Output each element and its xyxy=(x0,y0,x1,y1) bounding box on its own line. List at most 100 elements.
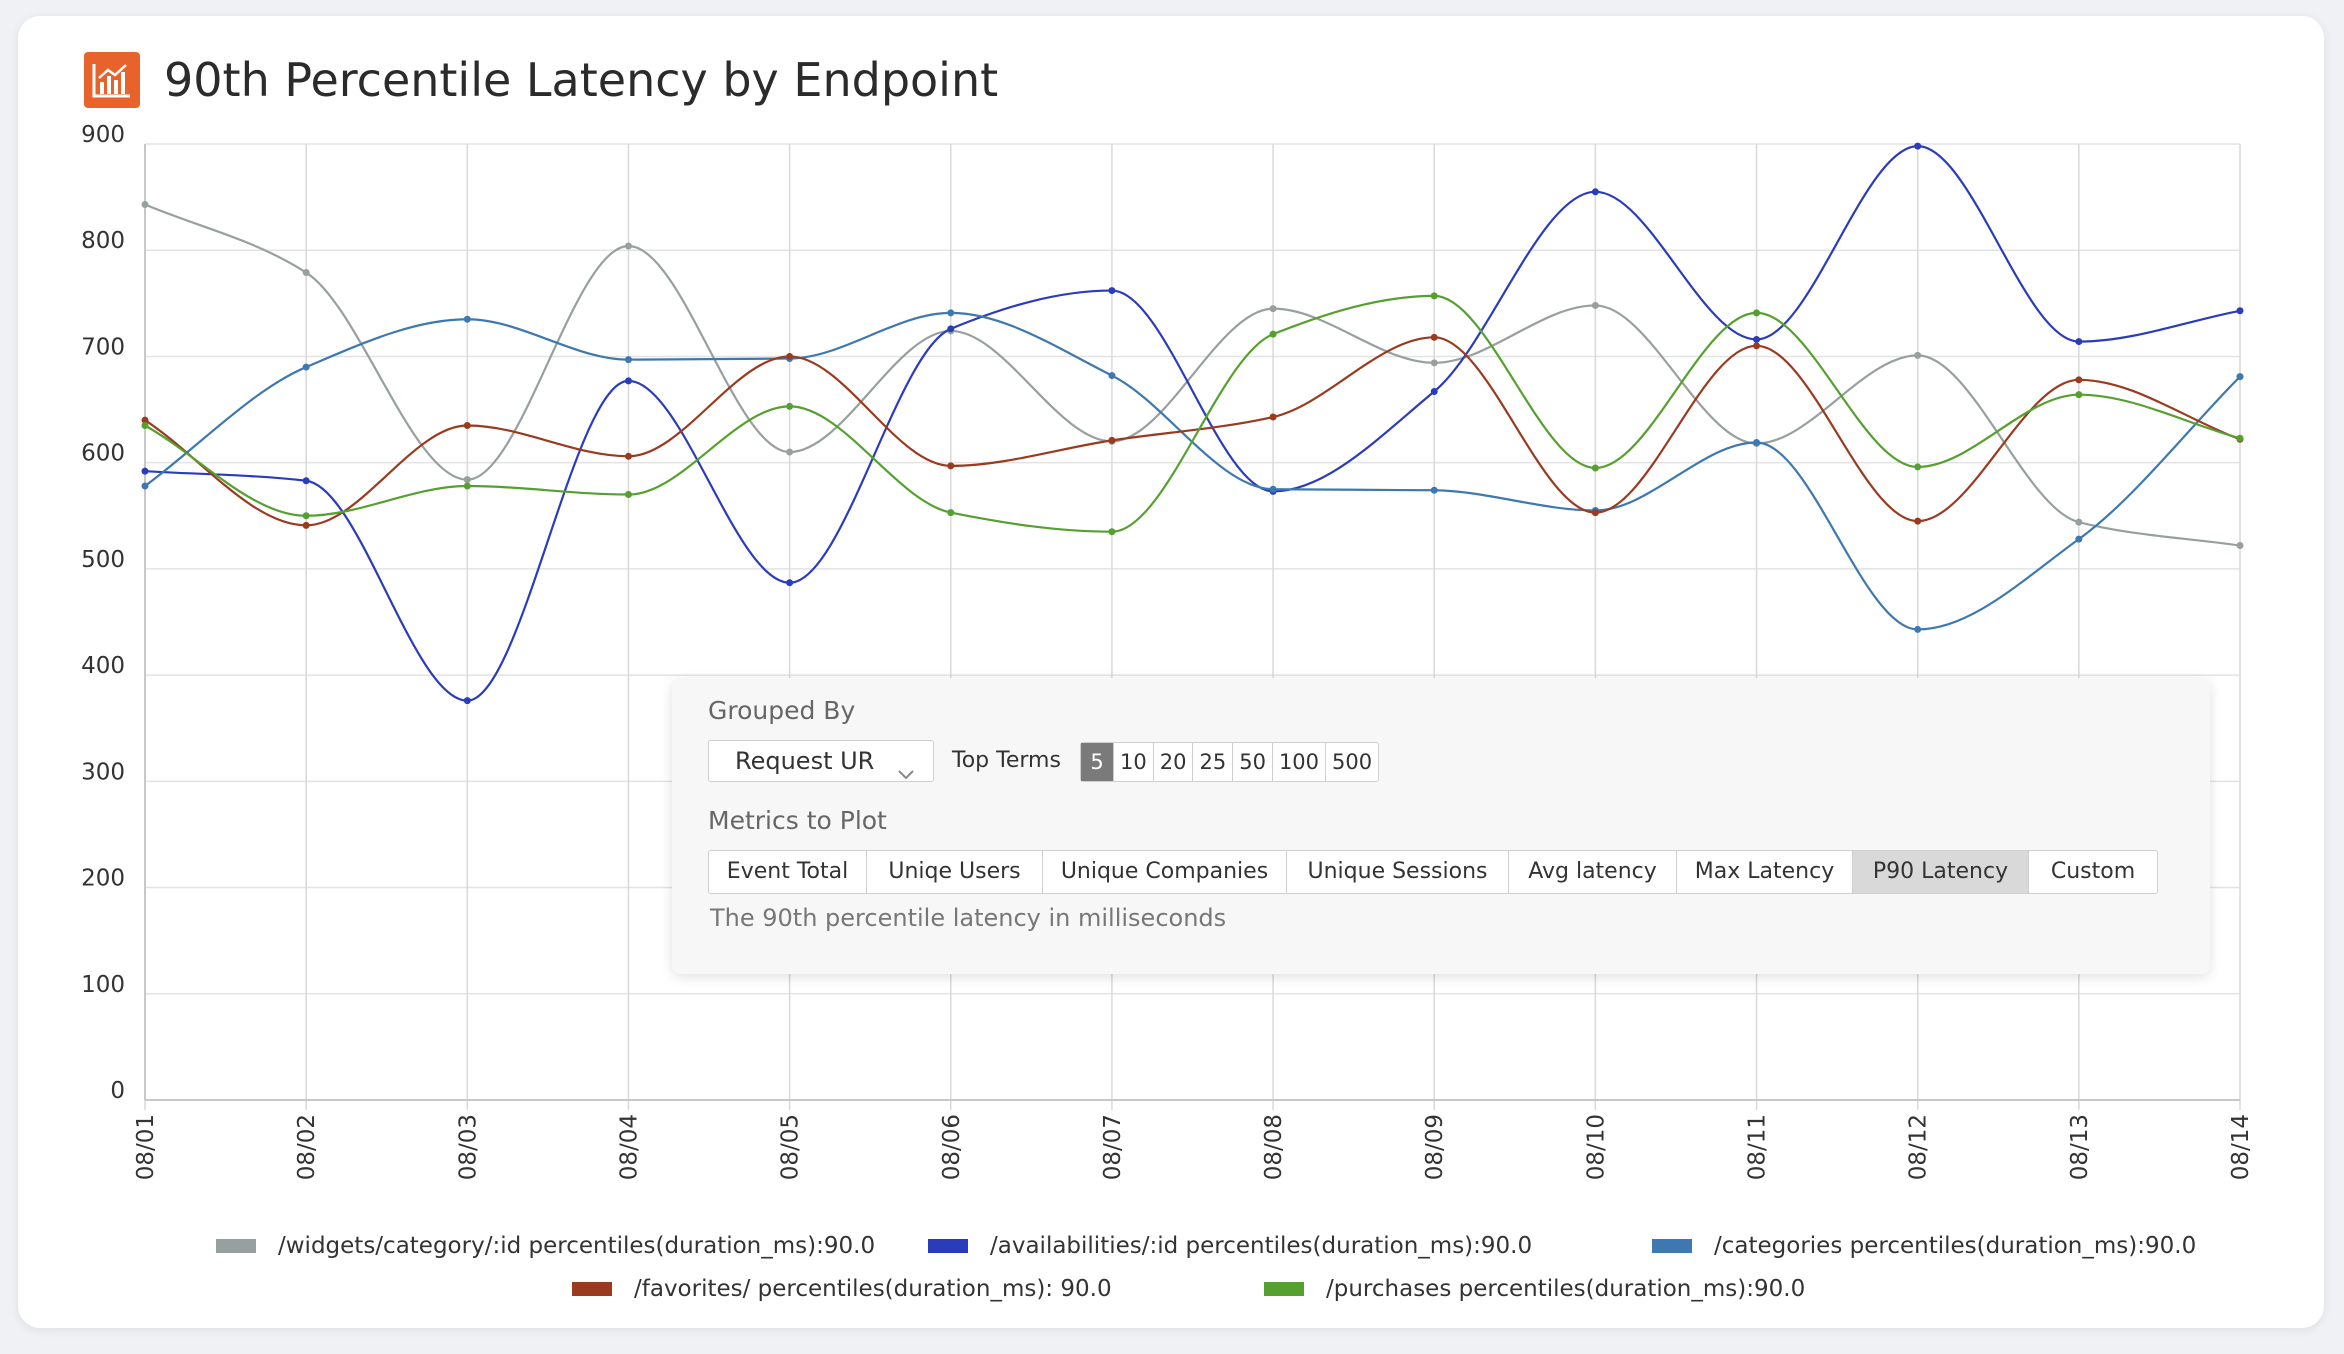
x-tick-label: 08/12 xyxy=(1906,1114,1932,1180)
metric-tab-max-latency[interactable]: Max Latency xyxy=(1677,851,1853,893)
top-terms-option-100[interactable]: 100 xyxy=(1273,743,1327,781)
x-tick-label: 08/04 xyxy=(616,1114,642,1180)
x-tick-label: 08/10 xyxy=(1583,1114,1609,1180)
metric-tab-unique-sessions[interactable]: Unique Sessions xyxy=(1287,851,1509,893)
metric-tab-avg-latency[interactable]: Avg latency xyxy=(1509,851,1677,893)
data-point xyxy=(463,482,471,490)
data-point xyxy=(1430,359,1438,367)
data-point xyxy=(1269,413,1277,421)
data-point xyxy=(1914,625,1922,633)
top-terms-option-10[interactable]: 10 xyxy=(1114,743,1154,781)
data-point xyxy=(302,477,310,485)
x-tick-label: 08/01 xyxy=(133,1114,159,1180)
top-terms-selector: 5 10 20 25 50 100 500 xyxy=(1080,742,1380,782)
data-point xyxy=(1753,438,1761,446)
x-tick-label: 08/13 xyxy=(2067,1114,2093,1180)
data-point xyxy=(463,421,471,429)
legend-swatch xyxy=(928,1239,968,1253)
y-tick-label: 800 xyxy=(81,228,125,254)
legend-item[interactable]: /favorites/ percentiles(duration_ms): 90… xyxy=(572,1274,1112,1304)
x-tick-label: 08/02 xyxy=(294,1114,320,1180)
legend-item[interactable]: /availabilities/:id percentiles(duration… xyxy=(928,1231,1532,1261)
data-point xyxy=(1269,485,1277,493)
top-terms-option-50[interactable]: 50 xyxy=(1233,743,1273,781)
data-point xyxy=(1591,188,1599,196)
metric-tab-custom[interactable]: Custom xyxy=(2050,859,2136,884)
legend-label: /favorites/ percentiles(duration_ms): 90… xyxy=(634,1276,1112,1302)
data-point xyxy=(302,363,310,371)
y-tick-label: 300 xyxy=(81,759,125,785)
legend-label: /availabilities/:id percentiles(duration… xyxy=(990,1233,1533,1259)
data-point xyxy=(141,416,149,424)
metrics-selector: Event Total Uniqe Users Unique Companies Un… xyxy=(708,850,2158,894)
data-point xyxy=(1914,351,1922,359)
legend-label: /categories percentiles(duration_ms):90.… xyxy=(1714,1233,2197,1259)
data-point xyxy=(1753,335,1761,343)
data-point xyxy=(1753,342,1761,350)
data-point xyxy=(1914,517,1922,525)
data-point xyxy=(624,242,632,250)
group-by-value: Request UR xyxy=(735,747,875,775)
top-terms-option-500[interactable]: 500 xyxy=(1332,750,1373,774)
x-tick-label: 08/06 xyxy=(939,1114,965,1180)
x-tick-labels: 08/01 08/02 08/03 08/04 08/05 08/06 08/07 08/08… xyxy=(133,1114,2254,1180)
data-point xyxy=(947,309,955,317)
data-point xyxy=(1269,330,1277,338)
series-line-3 xyxy=(144,311,2241,631)
data-point xyxy=(624,452,632,460)
legend-item[interactable]: /categories percentiles(duration_ms):90.… xyxy=(1652,1231,2196,1261)
data-point xyxy=(141,467,149,475)
series-line-5 xyxy=(144,294,2241,533)
grouped-by-label: Grouped By xyxy=(708,696,856,725)
data-point xyxy=(786,448,794,456)
data-point xyxy=(624,491,632,499)
legend-swatch xyxy=(1652,1239,1692,1253)
data-point xyxy=(1430,387,1438,395)
x-tick-label: 08/07 xyxy=(1100,1114,1126,1180)
top-terms-option-5[interactable]: 5 xyxy=(1081,743,1114,781)
metric-tab-event-total[interactable]: Event Total xyxy=(709,851,867,893)
x-tick-label: 08/14 xyxy=(2228,1114,2254,1180)
data-point xyxy=(141,421,149,429)
chart-title: 90th Percentile Latency by Endpoint xyxy=(164,53,999,107)
top-terms-option-20[interactable]: 20 xyxy=(1154,743,1194,781)
data-point xyxy=(624,356,632,364)
legend-swatch xyxy=(216,1239,256,1253)
legend-item[interactable]: /purchases percentiles(duration_ms):90.0 xyxy=(1264,1274,1805,1304)
series-lines xyxy=(141,142,2244,705)
data-point xyxy=(141,482,149,490)
y-tick-label: 0 xyxy=(110,1078,125,1104)
series-line-4 xyxy=(144,336,2241,527)
axes xyxy=(144,144,2240,1101)
metric-tab-p90-latency[interactable]: P90 Latency xyxy=(1853,851,2029,893)
data-point xyxy=(463,315,471,323)
data-point xyxy=(1914,463,1922,471)
series-line-1 xyxy=(144,203,2241,547)
series-line-2 xyxy=(144,145,2241,702)
metric-tab-uniqe-users[interactable]: Uniqe Users xyxy=(867,851,1043,893)
x-tick-label: 08/11 xyxy=(1745,1114,1771,1180)
x-tick-label: 08/03 xyxy=(455,1114,481,1180)
data-point xyxy=(302,521,310,529)
group-by-select[interactable]: Request UR xyxy=(708,740,934,782)
y-tick-label: 500 xyxy=(81,547,125,573)
data-point xyxy=(947,462,955,470)
y-tick-label: 700 xyxy=(81,334,125,360)
data-point xyxy=(1914,142,1922,150)
chevron-down-icon xyxy=(897,753,915,793)
data-point xyxy=(302,512,310,520)
data-point xyxy=(2075,391,2083,399)
y-tick-label: 900 xyxy=(81,122,125,148)
top-terms-label: Top Terms xyxy=(952,748,1061,773)
legend-item[interactable]: /widgets/category/:id percentiles(durati… xyxy=(216,1231,875,1261)
data-point xyxy=(2075,376,2083,384)
top-terms-option-25[interactable]: 25 xyxy=(1193,743,1234,781)
data-point xyxy=(1591,301,1599,309)
data-point xyxy=(1108,372,1116,380)
data-point xyxy=(1269,305,1277,313)
data-point xyxy=(1591,464,1599,472)
legend-swatch xyxy=(1264,1282,1304,1296)
data-point xyxy=(1430,292,1438,300)
metric-tab-unique-companies[interactable]: Unique Companies xyxy=(1043,851,1287,893)
data-point xyxy=(463,476,471,484)
